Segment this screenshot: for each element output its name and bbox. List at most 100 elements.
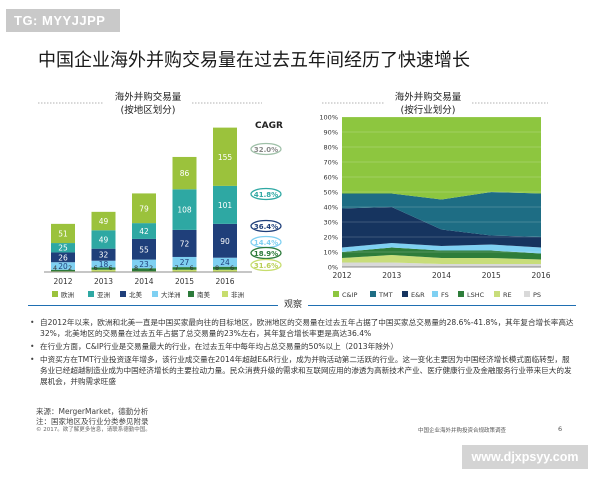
- data-label: 32: [99, 251, 109, 260]
- data-label: 25: [58, 244, 68, 253]
- data-label: 6: [94, 264, 98, 272]
- y-tick-label: 70%: [324, 159, 338, 167]
- copyright-line: © 2017。欲了解更多信息，请联系德勤中国。: [36, 427, 151, 433]
- site-tag: TG: MYYJJPP: [6, 9, 120, 32]
- legend-swatch: [494, 291, 500, 297]
- bar-segment: [172, 189, 197, 230]
- y-tick-label: 30%: [324, 219, 338, 227]
- data-label: 90: [220, 237, 230, 246]
- bar-segment: [132, 223, 156, 239]
- area-series: [342, 207, 541, 248]
- bar-segment: [213, 223, 237, 258]
- bar-segment: [91, 260, 116, 268]
- data-label: 24: [220, 258, 230, 267]
- data-label: 79: [139, 204, 149, 213]
- y-tick-label: 60%: [324, 174, 338, 182]
- observations-list: 自2012年以来，欧洲和北美一直是中国买家最向往的目标地区，欧洲地区的交易量在过…: [28, 317, 574, 389]
- observation-item: 中资买方在TMT行业投资逐年增多，该行业成交量在2014年超越E&R行业，成为并…: [28, 354, 574, 387]
- legend-label: 大洋洲: [161, 290, 181, 299]
- data-label: 49: [99, 217, 109, 226]
- observation-item: 在行业方面，C&IP行业是交易量最大的行业，在过去五年中每年均占总交易量的50%…: [28, 341, 574, 352]
- page-title: 中国企业海外并购交易量在过去五年间经历了快速增长: [38, 50, 470, 71]
- legend-label: RE: [503, 291, 512, 299]
- y-tick-label: 0%: [328, 264, 338, 272]
- legend-swatch: [370, 291, 376, 297]
- cagr-value: 36.4%: [254, 223, 278, 231]
- data-label: 6: [190, 264, 194, 272]
- bar-segment: [51, 252, 75, 263]
- data-label: 51: [58, 229, 68, 238]
- bar-segment: [172, 269, 197, 272]
- data-label: 42: [139, 227, 149, 236]
- data-label: 155: [218, 153, 233, 162]
- bar-segment: [132, 193, 156, 224]
- bar-segment: [91, 248, 116, 261]
- cagr-value: 31.6%: [254, 262, 278, 270]
- cagr-badge: [250, 246, 282, 260]
- x-tick-label: 2016: [531, 271, 550, 280]
- legend-label: C&IP: [342, 291, 358, 299]
- y-tick-label: 10%: [324, 249, 338, 257]
- legend-label: FS: [441, 291, 449, 299]
- legend-swatch: [333, 291, 339, 297]
- data-label: 8: [134, 264, 138, 272]
- watermark: www.djxpsyy.com: [462, 445, 588, 469]
- bar-segment: [91, 211, 116, 231]
- data-label: 20: [58, 262, 68, 271]
- bar-segment: [91, 269, 116, 272]
- cagr-value: 14.4%: [254, 239, 278, 247]
- left-chart-title: 海外并购交易量 (按地区划分): [106, 91, 190, 117]
- x-tick-label: 2013: [382, 271, 401, 280]
- bar-segment: [51, 243, 75, 253]
- cagr-badge: [250, 187, 282, 201]
- bar-segment: [132, 259, 156, 269]
- data-label: 86: [180, 169, 190, 178]
- cagr-value: 32.0%: [254, 146, 278, 154]
- cagr-value: 18.9%: [254, 250, 278, 258]
- x-tick-label: 2013: [94, 277, 113, 286]
- legend-swatch: [432, 291, 438, 297]
- page-number: 6: [558, 425, 563, 433]
- legend-label: 南美: [197, 290, 211, 299]
- legend-label: TMT: [378, 291, 393, 299]
- area-series: [342, 117, 541, 200]
- x-tick-label: 2015: [175, 277, 194, 286]
- legend-swatch: [458, 291, 464, 297]
- legend-swatch: [88, 291, 94, 297]
- bar-segment: [51, 223, 75, 244]
- legend-swatch: [222, 291, 228, 297]
- bar-segment: [213, 127, 237, 186]
- area-series: [342, 255, 541, 264]
- data-label: 18: [99, 260, 109, 269]
- x-tick-label: 2016: [215, 277, 234, 286]
- data-label: 4: [53, 264, 57, 272]
- note-line: 注：国家地区及行业分类参见附录: [36, 416, 149, 426]
- legend-label: E&R: [411, 291, 425, 299]
- source-notes: 来源：MergerMarket，德勤分析 注：国家地区及行业分类参见附录 © 2…: [36, 407, 151, 436]
- x-tick-label: 2014: [432, 271, 451, 280]
- bar-segment: [132, 268, 156, 272]
- bar-segment: [51, 262, 75, 270]
- data-label: 101: [218, 201, 233, 210]
- legend-label: PS: [533, 291, 541, 299]
- data-label: 6: [230, 264, 234, 272]
- bar-segment: [91, 267, 116, 270]
- data-label: 7: [175, 264, 179, 272]
- bar-segment: [172, 156, 197, 190]
- cagr-badge: [250, 219, 282, 233]
- x-tick-label: 2012: [53, 277, 72, 286]
- legend-label: LSHC: [467, 291, 485, 299]
- x-tick-label: 2015: [482, 271, 501, 280]
- bar-segment: [172, 256, 197, 268]
- bar-segment: [213, 269, 237, 272]
- data-label: 27: [180, 258, 190, 267]
- x-tick-label: 2012: [332, 271, 351, 280]
- left-chart-title-line1: 海外并购交易量: [114, 92, 182, 103]
- y-tick-label: 100%: [319, 114, 338, 122]
- bar-segment: [91, 230, 116, 249]
- right-chart-title: 海外并购交易量 (按行业划分): [386, 91, 470, 117]
- bar-segment: [172, 267, 197, 270]
- legend-label: 欧洲: [61, 290, 74, 299]
- bar-segment: [213, 257, 237, 267]
